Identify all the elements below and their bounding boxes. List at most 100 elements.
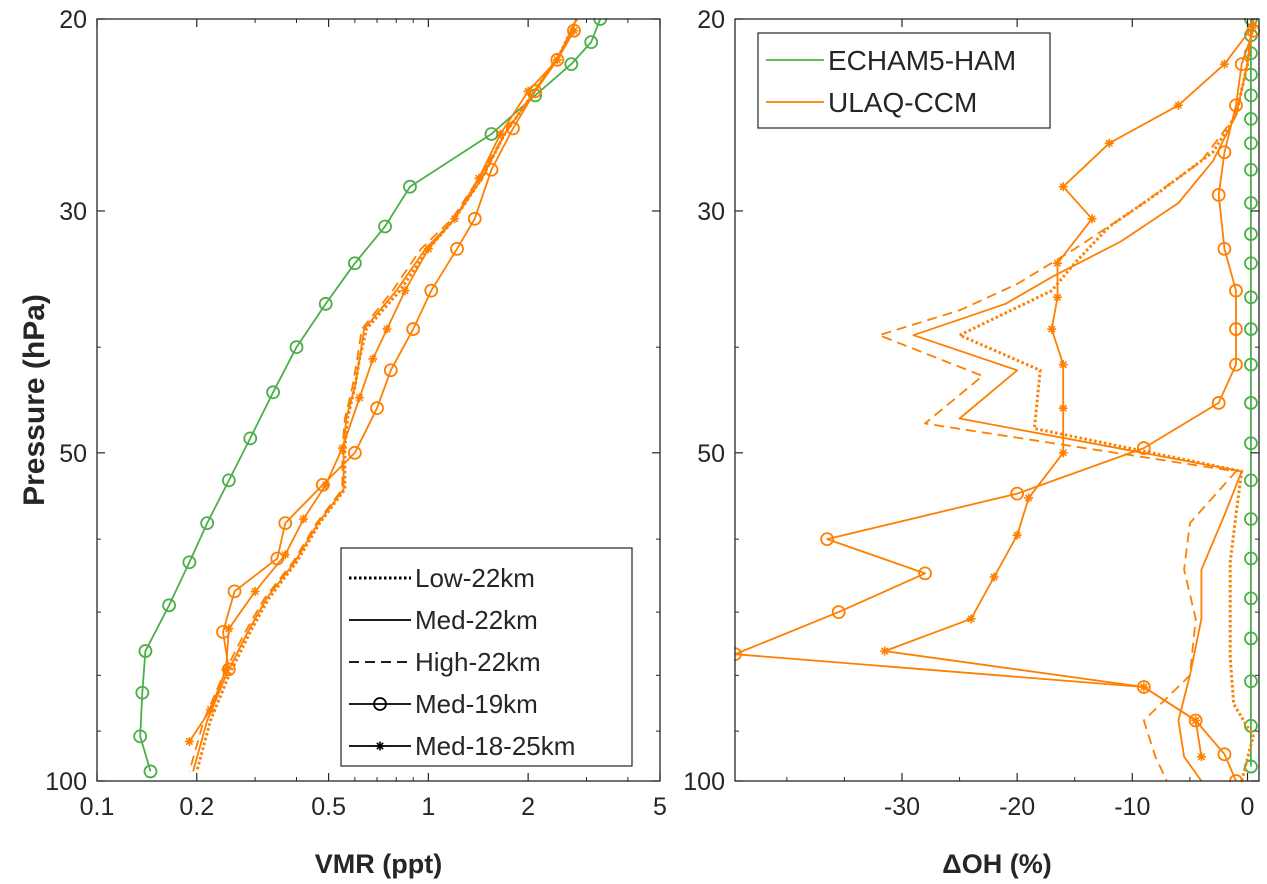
y-axis-label: Pressure (hPa) [18, 294, 51, 506]
data-point-4-11 [347, 445, 362, 460]
data-point-0-13 [200, 516, 215, 530]
y-tick-label: 30 [697, 198, 725, 226]
y-tick-label: 30 [59, 198, 87, 226]
legend-item: Low-22km [349, 563, 535, 593]
data-point-5-17 [221, 664, 231, 674]
y-tick-label: 50 [59, 440, 87, 468]
data-point-5-7 [400, 286, 410, 296]
data-point-0-18 [133, 729, 148, 744]
data-point-0-7 [1244, 162, 1258, 177]
data-point-4-6 [1229, 283, 1243, 298]
legend-marker-icon [373, 697, 387, 711]
data-point-0-6 [1244, 136, 1258, 151]
data-point-0-19 [1244, 591, 1258, 606]
legend-label: High-22km [415, 647, 541, 677]
data-point-0-8 [1244, 196, 1258, 210]
data-point-0-9 [1244, 227, 1258, 241]
data-point-5-3 [1104, 138, 1114, 148]
data-point-5-18 [205, 705, 215, 715]
series-line-5 [188, 30, 575, 742]
data-point-5-19 [184, 737, 194, 747]
data-point-5-17 [1139, 682, 1149, 692]
data-point-0-7 [347, 256, 362, 271]
y-tick-label: 100 [683, 768, 725, 796]
legend-item: ULAQ-CCM [766, 87, 977, 118]
data-point-5-8 [1047, 324, 1057, 334]
x-tick-label: 0 [1241, 793, 1255, 821]
legend-item: ECHAM5-HAM [766, 45, 1016, 76]
data-point-5-10 [1058, 403, 1068, 413]
legend-marker-icon [375, 741, 385, 751]
series-line-4 [734, 30, 1255, 782]
data-point-5-15 [966, 614, 976, 624]
data-point-0-15 [1244, 436, 1258, 451]
legend-item: Med-19km [349, 689, 538, 719]
data-point-4-0 [567, 23, 581, 38]
data-point-0-4 [1244, 88, 1258, 103]
data-point-0-23 [1244, 759, 1258, 774]
data-point-5-3 [495, 129, 505, 139]
data-point-4-13 [918, 566, 932, 581]
data-point-0-10 [266, 385, 281, 400]
data-point-5-4 [474, 173, 484, 183]
data-point-4-6 [450, 241, 464, 256]
data-point-0-5 [1244, 112, 1258, 126]
data-point-0-6 [378, 219, 392, 234]
data-point-4-17 [1188, 713, 1203, 728]
series-line-5 [883, 25, 1254, 757]
data-point-0-8 [318, 296, 333, 311]
data-point-5-6 [423, 244, 433, 254]
y-tick-label: 100 [45, 768, 87, 796]
data-point-0-20 [1244, 631, 1258, 646]
legend-label: ULAQ-CCM [828, 87, 977, 118]
data-point-5-14 [280, 550, 290, 560]
data-point-0-21 [1244, 674, 1258, 689]
data-point-0-18 [1244, 551, 1258, 566]
data-point-0-16 [1244, 473, 1258, 488]
legend-label: ECHAM5-HAM [828, 45, 1016, 76]
series-line-3 [878, 18, 1255, 782]
data-point-5-16 [880, 646, 890, 656]
legend-item: Med-22km [349, 605, 538, 635]
y-tick-label: 20 [697, 6, 725, 34]
legend-item: Med-18-25km [349, 731, 575, 761]
data-point-4-5 [467, 211, 482, 226]
x-axis-label: VMR (ppt) [315, 849, 442, 879]
data-point-5-19 [1196, 752, 1206, 762]
series-line-1 [958, 18, 1255, 782]
data-point-4-8 [1229, 357, 1243, 372]
x-tick-label: -10 [1114, 793, 1150, 821]
series-line-3 [188, 18, 578, 772]
panel-vmr: 0.1 0.2 0.5 1 2 5 20 30 50 100 VMR (ppt) Pressure (… [18, 6, 667, 879]
data-point-0-11 [243, 431, 258, 446]
data-point-4-7 [424, 283, 439, 298]
data-point-4-8 [406, 322, 421, 336]
legend: ECHAM5-HAM ULAQ-CCM [757, 32, 1051, 129]
series-group [133, 18, 608, 779]
data-point-4-1 [1234, 57, 1249, 72]
x-tick-label: -30 [884, 793, 920, 821]
data-point-5-14 [989, 572, 999, 582]
data-point-0-10 [1244, 256, 1258, 271]
legend-box [757, 32, 1051, 129]
data-point-5-9 [1058, 360, 1068, 370]
x-tick-label: 2 [521, 793, 535, 821]
data-point-0-15 [162, 598, 176, 613]
x-tick-label: -20 [999, 793, 1035, 821]
data-point-4-11 [1010, 486, 1025, 501]
data-point-4-4 [484, 162, 499, 177]
data-point-0-16 [138, 644, 153, 658]
legend-label: Med-19km [415, 689, 538, 719]
data-point-0-12 [221, 473, 236, 488]
data-point-4-12 [820, 532, 835, 547]
data-point-5-2 [1173, 100, 1183, 110]
data-point-5-12 [321, 480, 331, 490]
data-point-4-10 [370, 401, 384, 416]
x-tick-label: 0.5 [311, 793, 346, 821]
data-point-5-13 [1012, 530, 1022, 540]
x-tick-label: 0.2 [179, 793, 214, 821]
legend-label: Med-22km [415, 605, 538, 635]
data-point-0-2 [564, 57, 579, 72]
legend-box [340, 547, 633, 767]
data-point-4-2 [1229, 98, 1243, 113]
